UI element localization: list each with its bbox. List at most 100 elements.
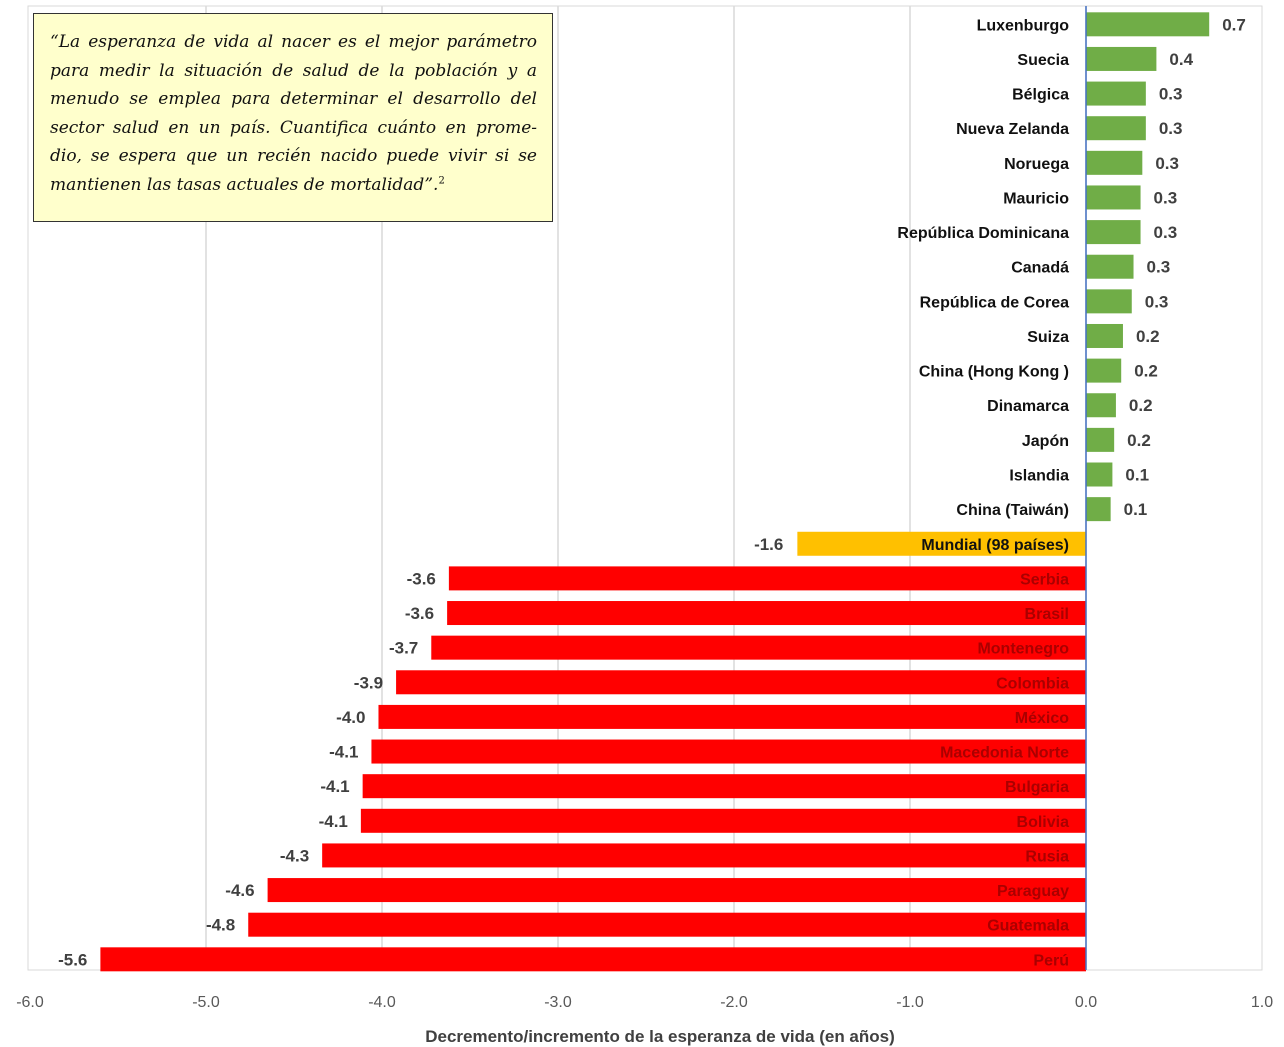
bar-noruega: [1086, 150, 1143, 175]
value-label-suiza: 0.2: [1136, 327, 1160, 346]
category-label-noruega: Noruega: [1004, 156, 1069, 173]
bar-colombia: [396, 670, 1087, 695]
bar-brasil: [447, 601, 1086, 626]
value-labels: 0.7 0.4 0.3 0.3 0.3 0.3 0.3 0.3 0.3 0.2 0.2 0.2 0.2 0…: [58, 15, 1246, 969]
quote-close-mark: ”.: [424, 174, 439, 195]
value-label-canada: 0.3: [1147, 258, 1171, 277]
value-label-islandia: 0.1: [1125, 466, 1149, 485]
category-label-canada: Canadá: [1011, 260, 1069, 277]
bar-macedonia-norte: [371, 739, 1086, 764]
bar-mundial-98-paises: [797, 531, 1086, 556]
x-tick-label: -2.0: [720, 994, 748, 1011]
value-label-bulgaria: -4.1: [320, 777, 349, 796]
value-label-serbia: -3.6: [407, 569, 436, 588]
category-label-peru: Perú: [1033, 952, 1069, 969]
value-label-macedonia-norte: -4.1: [329, 743, 358, 762]
category-label-brasil: Brasil: [1025, 606, 1069, 623]
bar-rusia: [322, 843, 1086, 868]
bar-suecia: [1086, 46, 1157, 71]
bar-suiza: [1086, 323, 1123, 348]
category-label-paraguay: Paraguay: [997, 883, 1069, 900]
value-label-republica-dominicana: 0.3: [1154, 223, 1178, 242]
bar-bolivia: [360, 808, 1086, 833]
bar-mauricio: [1086, 185, 1141, 210]
category-labels: Luxenburgo Suecia Bélgica Nueva Zelanda Noru…: [897, 17, 1069, 969]
bar-montenegro: [431, 635, 1086, 660]
value-label-luxenburgo: 0.7: [1222, 15, 1246, 34]
value-label-dinamarca: 0.2: [1129, 396, 1153, 415]
bar-serbia: [448, 566, 1086, 591]
value-label-guatemala: -4.8: [206, 916, 235, 935]
category-label-montenegro: Montenegro: [977, 641, 1069, 658]
value-label-nueva-zelanda: 0.3: [1159, 119, 1183, 138]
bar-canada: [1086, 254, 1134, 279]
value-label-rusia: -4.3: [280, 846, 309, 865]
category-label-bolivia: Bolivia: [1017, 814, 1070, 831]
quote-text: La esperanza de vida al nacer es el mejo…: [50, 32, 537, 195]
x-tick-label: -4.0: [368, 994, 396, 1011]
category-label-belgica: Bélgica: [1012, 87, 1069, 104]
quote-open-mark: “: [50, 32, 59, 52]
category-label-mexico: México: [1015, 710, 1069, 727]
category-label-macedonia-norte: Macedonia Norte: [940, 745, 1069, 762]
category-label-suecia: Suecia: [1017, 52, 1069, 69]
value-label-colombia: -3.9: [354, 673, 383, 692]
value-label-suecia: 0.4: [1169, 50, 1193, 69]
bar-china-hong-kong: [1086, 358, 1122, 383]
value-label-noruega: 0.3: [1155, 154, 1179, 173]
value-label-brasil: -3.6: [405, 604, 434, 623]
x-axis-ticks: -6.0 -5.0 -4.0 -3.0 -2.0 -1.0 0.0 1.0: [16, 994, 1273, 1011]
category-label-serbia: Serbia: [1020, 571, 1069, 588]
bar-republica-dominicana: [1086, 220, 1141, 245]
footnote-marker: 2: [438, 174, 445, 186]
bar-nueva-zelanda: [1086, 116, 1146, 141]
category-label-rusia: Rusia: [1025, 848, 1069, 865]
category-label-colombia: Colombia: [996, 675, 1069, 692]
bar-mexico: [378, 704, 1087, 729]
quote-box: “La esperanza de vida al nacer es el mej…: [33, 13, 553, 222]
value-label-belgica: 0.3: [1159, 85, 1183, 104]
x-tick-label: -3.0: [544, 994, 572, 1011]
bar-islandia: [1086, 462, 1113, 487]
value-label-china-taiwan: 0.1: [1124, 500, 1148, 519]
value-label-bolivia: -4.1: [319, 812, 348, 831]
category-label-mundial-98-paises: Mundial (98 países): [921, 537, 1069, 554]
category-label-luxenburgo: Luxenburgo: [977, 17, 1070, 34]
category-label-republica-de-corea: República de Corea: [920, 294, 1069, 311]
bar-china-taiwan: [1086, 497, 1111, 522]
bar-belgica: [1086, 81, 1146, 106]
category-label-china-hong-kong: China (Hong Kong ): [919, 364, 1069, 381]
bar-paraguay: [267, 878, 1087, 903]
bars: [100, 12, 1210, 972]
value-label-mundial-98-paises: -1.6: [754, 535, 783, 554]
category-label-islandia: Islandia: [1009, 468, 1069, 485]
bar-bulgaria: [362, 774, 1086, 799]
bar-guatemala: [248, 912, 1087, 937]
category-label-bulgaria: Bulgaria: [1005, 779, 1069, 796]
bar-dinamarca: [1086, 393, 1116, 418]
bar-peru: [100, 947, 1086, 972]
x-axis-label: Decremento/incremento de la esperanza de…: [425, 1027, 895, 1046]
value-label-paraguay: -4.6: [225, 881, 254, 900]
category-label-china-taiwan: China (Taiwán): [956, 502, 1069, 519]
value-label-china-hong-kong: 0.2: [1134, 362, 1158, 381]
category-label-suiza: Suiza: [1027, 329, 1069, 346]
category-label-nueva-zelanda: Nueva Zelanda: [956, 121, 1069, 138]
x-tick-label: -6.0: [16, 994, 44, 1011]
x-tick-label: 1.0: [1251, 994, 1273, 1011]
value-label-mauricio: 0.3: [1154, 188, 1178, 207]
category-label-republica-dominicana: República Dominicana: [897, 225, 1069, 242]
x-tick-label: 0.0: [1075, 994, 1097, 1011]
value-label-republica-de-corea: 0.3: [1145, 292, 1169, 311]
value-label-montenegro: -3.7: [389, 639, 418, 658]
value-label-peru: -5.6: [58, 950, 87, 969]
bar-japon: [1086, 427, 1115, 452]
value-label-mexico: -4.0: [336, 708, 365, 727]
category-label-dinamarca: Dinamarca: [987, 398, 1069, 415]
category-label-guatemala: Guatemala: [987, 918, 1069, 935]
value-label-japon: 0.2: [1127, 431, 1151, 450]
bar-luxenburgo: [1086, 12, 1210, 37]
x-tick-label: -5.0: [192, 994, 220, 1011]
category-label-mauricio: Mauricio: [1003, 190, 1069, 207]
